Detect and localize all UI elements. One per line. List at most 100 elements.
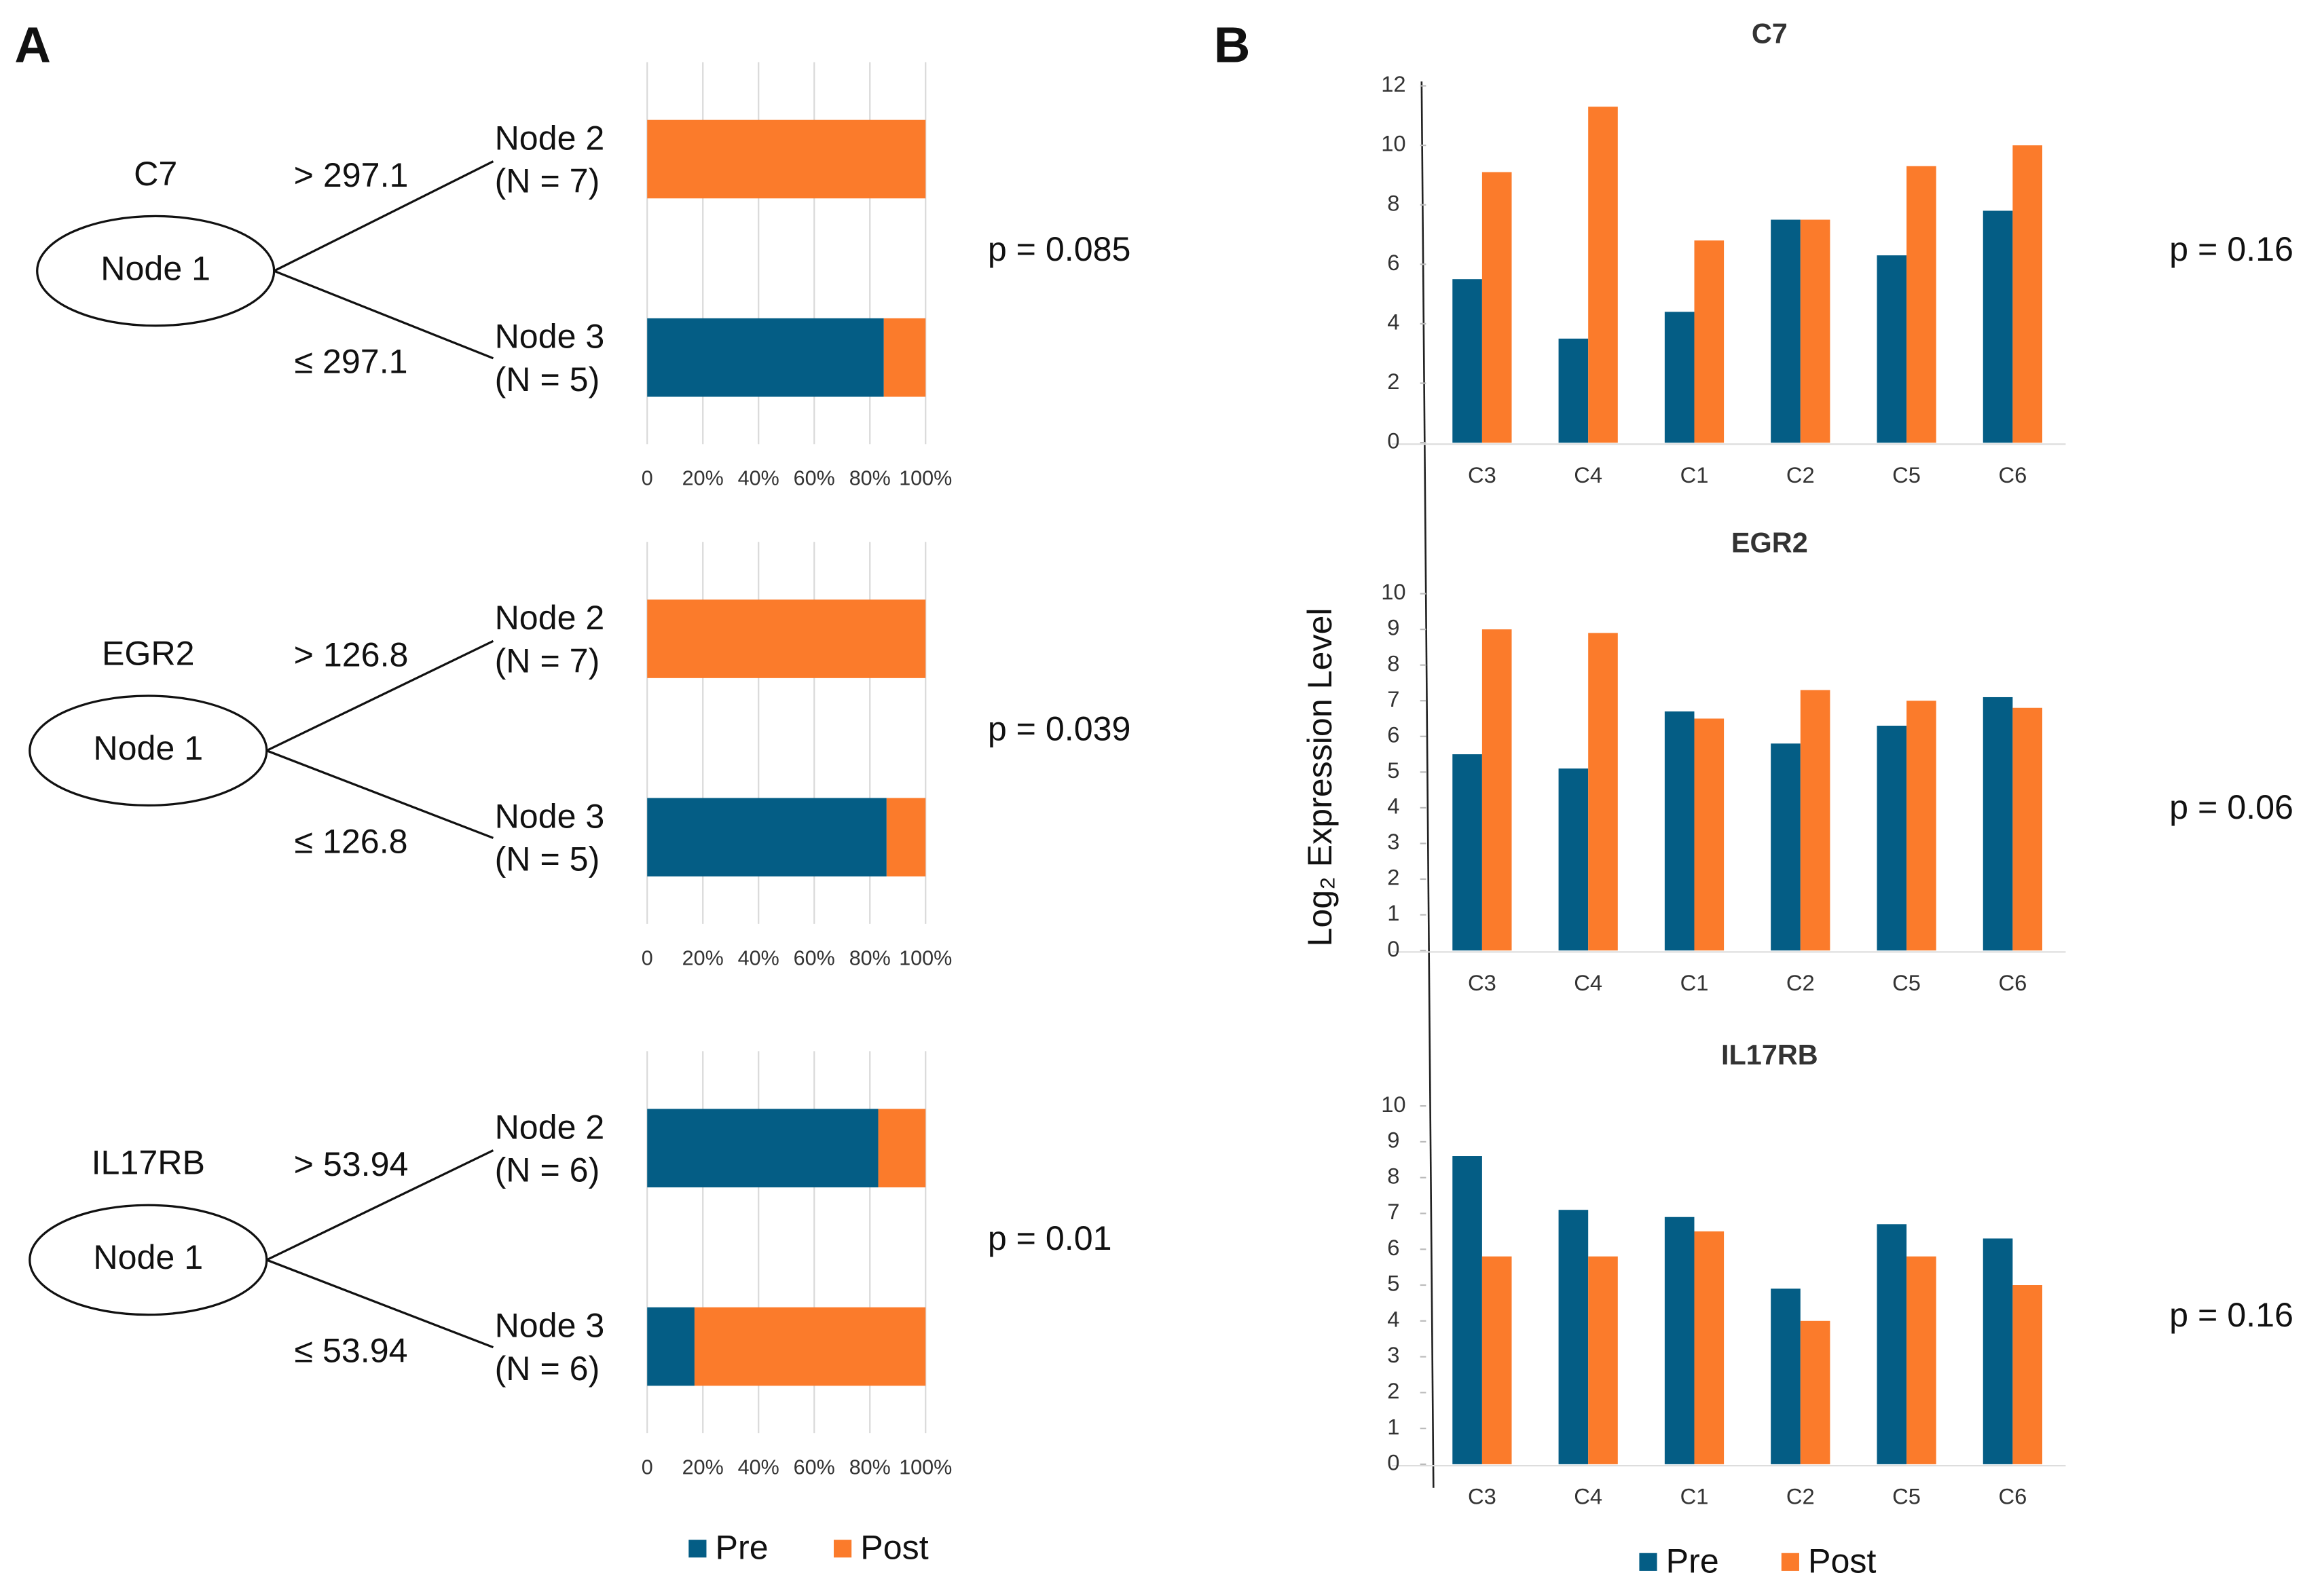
x-tick-label: 20% — [682, 467, 724, 490]
bar — [1771, 1288, 1801, 1464]
y-tick-label: 4 — [1387, 310, 1399, 335]
x-tick-label: C6 — [1998, 462, 2027, 487]
tree-branch — [266, 749, 494, 839]
x-tick-label: 60% — [794, 1456, 835, 1479]
x-tick-label: 100% — [899, 1456, 952, 1479]
legend-label: Post — [1808, 1542, 1876, 1580]
y-tick-label: 10 — [1381, 131, 1405, 156]
node-count: (N = 6) — [495, 1151, 600, 1189]
y-tick-label: 8 — [1387, 190, 1399, 215]
split-label: > 53.94 — [294, 1145, 409, 1183]
bar-segment — [647, 318, 884, 397]
tree-branch — [266, 639, 494, 752]
y-tick-label: 6 — [1387, 250, 1399, 275]
bar — [1664, 711, 1695, 951]
x-tick-label: 20% — [682, 946, 724, 969]
p-value: p = 0.039 — [988, 710, 1131, 748]
x-tick-label: C6 — [1998, 970, 2027, 995]
panel-label: A — [14, 17, 51, 73]
y-tick-label: 8 — [1387, 1163, 1399, 1188]
x-tick-label: C4 — [1574, 970, 1602, 995]
bar — [1877, 726, 1907, 951]
y-tick-label: 2 — [1387, 369, 1399, 394]
x-tick-label: C6 — [1998, 1484, 2027, 1509]
root-node-label: Node 1 — [100, 249, 210, 287]
node-count: (N = 7) — [495, 162, 600, 200]
y-tick-label: 6 — [1387, 1235, 1399, 1260]
bar — [1694, 240, 1725, 443]
y-tick-label: 1 — [1387, 900, 1399, 925]
bar — [1481, 1256, 1512, 1464]
panel-label: B — [1214, 17, 1251, 73]
tree-branch — [274, 270, 494, 360]
x-tick-label: 100% — [899, 467, 952, 490]
bar — [1558, 768, 1589, 951]
bar — [1800, 690, 1830, 951]
split-label: ≤ 297.1 — [295, 343, 408, 381]
bar-segment — [647, 1307, 695, 1386]
x-tick-label: C2 — [1786, 1484, 1815, 1509]
subplot-title: EGR2 — [1731, 527, 1808, 559]
node-label: Node 3 — [495, 1307, 605, 1345]
p-value: p = 0.06 — [2169, 788, 2293, 826]
bar-segment — [878, 1109, 926, 1188]
x-tick-label: C1 — [1680, 970, 1709, 995]
bar — [1694, 718, 1725, 951]
root-node-label: Node 1 — [93, 729, 203, 767]
bar — [1481, 172, 1512, 443]
x-tick-label: C3 — [1468, 462, 1496, 487]
y-tick-label: 8 — [1387, 650, 1399, 675]
y-tick-label: 5 — [1387, 1271, 1399, 1296]
tree-branch — [273, 160, 494, 272]
legend-label: Pre — [716, 1529, 769, 1567]
split-label: > 297.1 — [294, 156, 409, 194]
bar — [1588, 1256, 1618, 1464]
bar-segment — [886, 798, 926, 877]
bar — [1877, 255, 1907, 443]
x-tick-label: C2 — [1786, 462, 1815, 487]
subplot-title: C7 — [1752, 17, 1788, 49]
node-label: Node 3 — [495, 318, 605, 356]
y-axis-label: Log₂ Expression Level — [1301, 608, 1339, 946]
y-tick-label: 4 — [1387, 1306, 1399, 1331]
bar — [1771, 743, 1801, 951]
bar — [1452, 754, 1482, 951]
bar-segment — [647, 798, 887, 877]
bar — [1771, 219, 1801, 443]
y-tick-label: 0 — [1387, 936, 1399, 961]
bar — [1906, 166, 1936, 443]
node-count: (N = 7) — [495, 642, 600, 680]
bar-segment — [647, 119, 926, 199]
y-tick-label: 5 — [1387, 758, 1399, 783]
x-tick-label: 80% — [849, 467, 891, 490]
node-label: Node 2 — [495, 119, 605, 157]
y-tick-label: 2 — [1387, 865, 1399, 890]
x-tick-label: 0 — [642, 467, 653, 490]
legend-swatch — [1781, 1553, 1799, 1571]
bar — [1452, 1156, 1482, 1464]
x-tick-label: 40% — [738, 467, 779, 490]
bar — [1877, 1224, 1907, 1464]
bar — [1906, 701, 1936, 951]
y-tick-label: 0 — [1387, 1450, 1399, 1475]
x-tick-label: C1 — [1680, 462, 1709, 487]
x-tick-label: C3 — [1468, 970, 1496, 995]
x-tick-label: 40% — [738, 946, 779, 969]
x-tick-label: 100% — [899, 946, 952, 969]
x-tick-label: 80% — [849, 946, 891, 969]
y-tick-label: 2 — [1387, 1378, 1399, 1403]
bar — [1800, 1320, 1830, 1464]
y-tick-label: 7 — [1387, 1199, 1399, 1224]
y-tick-label: 1 — [1387, 1414, 1399, 1439]
legend-label: Pre — [1666, 1542, 1719, 1580]
node-label: Node 2 — [495, 599, 605, 637]
bar — [1452, 279, 1482, 443]
bar — [2012, 1285, 2042, 1464]
bar-segment — [647, 599, 926, 678]
x-tick-label: C4 — [1574, 1484, 1602, 1509]
subplot-title: IL17RB — [1721, 1039, 1818, 1071]
bar — [1906, 1256, 1936, 1464]
bar-segment — [647, 1109, 879, 1188]
x-tick-label: 40% — [738, 1456, 779, 1479]
bar — [1664, 1217, 1695, 1464]
